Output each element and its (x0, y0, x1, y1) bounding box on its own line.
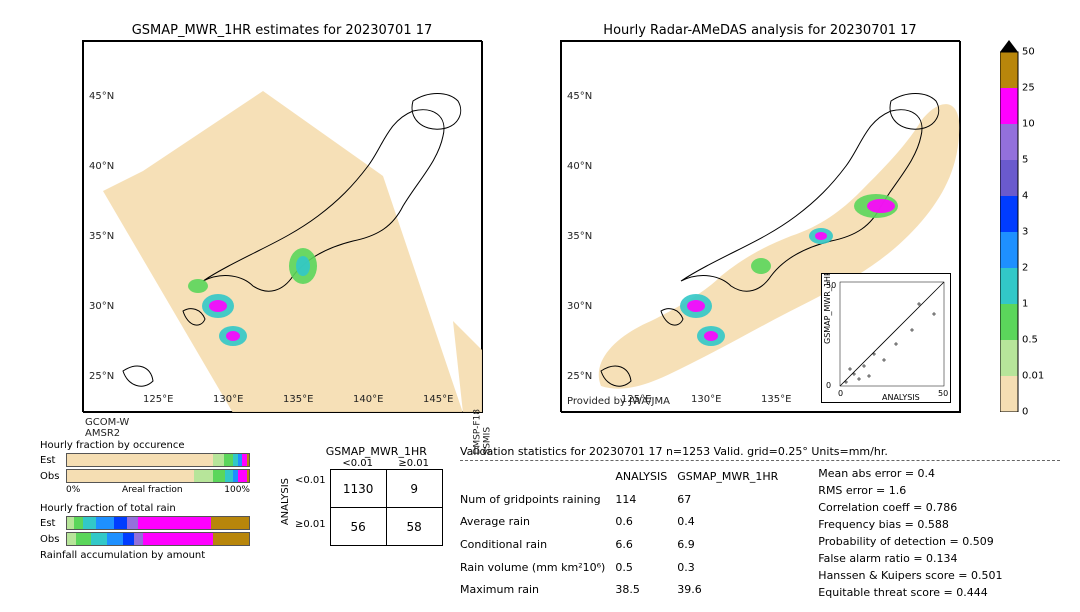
colorbar: 00.010.512345102550 (1000, 40, 1028, 412)
svg-text:50: 50 (938, 389, 948, 398)
fraction-bars: Hourly fraction by occurence Est Obs 0% … (40, 440, 250, 563)
svg-text:50: 50 (826, 281, 836, 290)
validation-right-list: Mean abs error = 0.4RMS error = 1.6Corre… (818, 465, 1002, 601)
occurrence-obs-bar (66, 469, 250, 483)
svg-text:ANALYSIS: ANALYSIS (882, 393, 920, 402)
ytick: 45°N (89, 91, 114, 102)
svg-text:0: 0 (826, 381, 831, 390)
satellite-annotation: GCOM-W AMSR2 (85, 417, 129, 439)
svg-text:0: 0 (838, 389, 843, 398)
validation-stats: Validation statistics for 20230701 17 n=… (460, 445, 1060, 601)
left-map-panel: GSMAP_MWR_1HR estimates for 20230701 17 … (82, 40, 482, 412)
right-map-panel: Hourly Radar-AMeDAS analysis for 2023070… (560, 40, 960, 412)
rain-est-bar (66, 516, 250, 530)
provider-label: Provided by JWA/JMA (567, 396, 670, 407)
scatter-inset: ANALYSIS GSMAP_MWR_1HR 050 050 (821, 273, 951, 403)
rain-obs-bar (66, 532, 250, 546)
contingency-table: GSMAP_MWR_1HR ANALYSIS <0.01 ≥0.01 <0.01… (280, 445, 443, 546)
occurrence-est-bar (66, 453, 250, 467)
right-map-title: Hourly Radar-AMeDAS analysis for 2023070… (561, 23, 959, 38)
left-map-title: GSMAP_MWR_1HR estimates for 20230701 17 (83, 23, 481, 38)
left-map-svg (83, 41, 483, 413)
validation-left-table: ANALYSIS GSMAP_MWR_1HR Num of gridpoints… (460, 465, 788, 601)
